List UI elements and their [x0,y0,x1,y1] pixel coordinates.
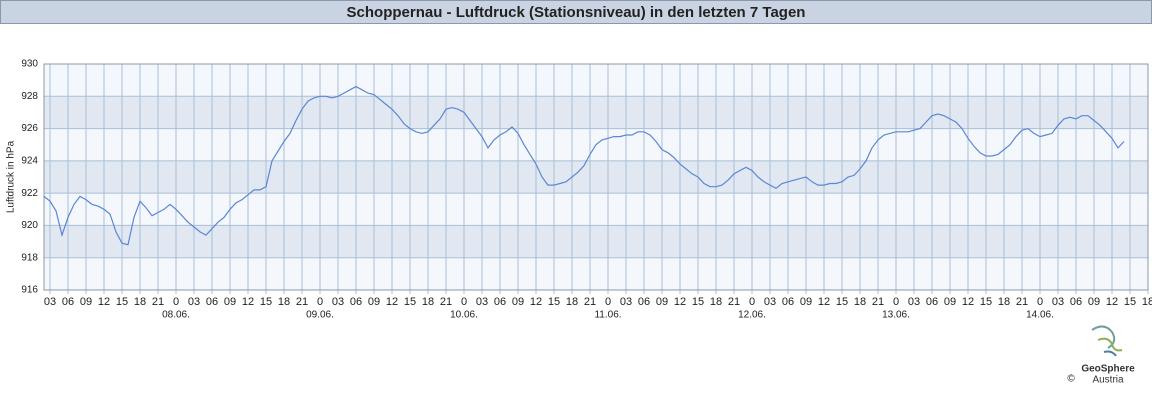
x-tick-label: 03 [332,296,344,308]
x-tick-label: 18 [854,296,866,308]
x-tick-label: 18 [998,296,1010,308]
x-tick-label: 12 [818,296,830,308]
x-tick-label: 12 [98,296,110,308]
x-tick-label: 21 [152,296,164,308]
x-tick-label: 21 [872,296,884,308]
x-date-label: 13.06. [882,310,910,321]
y-tick-label: 924 [21,155,38,166]
x-tick-label: 18 [1142,296,1152,308]
x-date-label: 10.06. [450,310,478,321]
x-tick-label: 21 [440,296,452,308]
x-tick-label: 09 [944,296,956,308]
x-tick-label: 12 [242,296,254,308]
x-tick-label: 0 [749,296,755,308]
x-tick-label: 21 [296,296,308,308]
x-tick-label: 09 [80,296,92,308]
x-tick-label: 09 [224,296,236,308]
x-tick-label: 15 [692,296,704,308]
x-tick-label: 15 [116,296,128,308]
x-tick-label: 06 [782,296,794,308]
grid-band [44,160,1148,194]
logo-swirl [1097,337,1123,352]
x-tick-label: 12 [530,296,542,308]
x-tick-label: 03 [908,296,920,308]
x-tick-label: 03 [188,296,200,308]
logo-sub: Austria [1092,375,1124,386]
x-tick-label: 0 [461,296,467,308]
logo-swirl [1091,325,1116,349]
x-tick-label: 03 [476,296,488,308]
x-date-label: 09.06. [306,310,334,321]
x-tick-label: 09 [656,296,668,308]
x-tick-label: 15 [836,296,848,308]
chart-title: Schoppernau - Luftdruck (Stationsniveau)… [347,4,806,21]
x-tick-label: 12 [674,296,686,308]
x-tick-label: 0 [317,296,323,308]
y-tick-label: 926 [21,123,38,134]
x-tick-label: 18 [566,296,578,308]
grid-band [44,96,1148,129]
x-tick-label: 18 [134,296,146,308]
x-tick-label: 09 [368,296,380,308]
x-tick-label: 12 [962,296,974,308]
y-tick-label: 928 [21,91,38,102]
y-tick-label: 916 [21,285,38,296]
y-axis-label: Luftdruck in hPa [6,140,17,213]
x-tick-label: 06 [494,296,506,308]
x-tick-label: 06 [62,296,74,308]
data-line [43,85,1125,246]
x-tick-label: 15 [404,296,416,308]
x-date-label: 12.06. [738,310,766,321]
copyright: © [1067,374,1075,385]
x-tick-label: 03 [1052,296,1064,308]
x-tick-label: 09 [512,296,524,308]
x-tick-label: 0 [173,296,179,308]
x-tick-label: 03 [44,296,56,308]
x-tick-label: 06 [1070,296,1082,308]
x-tick-label: 15 [1124,296,1136,308]
x-tick-label: 21 [584,296,596,308]
x-tick-label: 18 [710,296,722,308]
x-tick-label: 18 [278,296,290,308]
logo-swirl [1103,350,1117,357]
x-tick-label: 06 [350,296,362,308]
y-tick-label: 920 [21,220,38,231]
y-tick-label: 930 [21,59,38,70]
x-tick-label: 09 [800,296,812,308]
plot-frame [43,63,1149,291]
x-tick-label: 0 [893,296,899,308]
x-tick-label: 12 [1106,296,1118,308]
x-date-label: 11.06. [594,310,621,321]
x-tick-label: 15 [548,296,560,308]
x-tick-label: 21 [728,296,740,308]
grid-band [44,225,1148,258]
x-tick-label: 06 [638,296,650,308]
x-date-label: 08.06. [162,310,190,321]
x-date-label: 14.06. [1026,310,1054,321]
x-tick-label: 0 [605,296,611,308]
logo [1091,325,1123,357]
x-tick-label: 09 [1088,296,1100,308]
x-tick-label: 03 [620,296,632,308]
logo-brand: GeoSphere [1081,364,1135,375]
x-tick-label: 18 [422,296,434,308]
x-tick-label: 06 [926,296,938,308]
y-tick-label: 918 [21,252,38,263]
y-tick-label: 922 [21,188,38,199]
x-tick-label: 15 [980,296,992,308]
x-tick-label: 12 [386,296,398,308]
x-tick-label: 15 [260,296,272,308]
x-tick-label: 21 [1016,296,1028,308]
x-tick-label: 0 [1037,296,1043,308]
x-tick-label: 03 [764,296,776,308]
x-tick-label: 06 [206,296,218,308]
